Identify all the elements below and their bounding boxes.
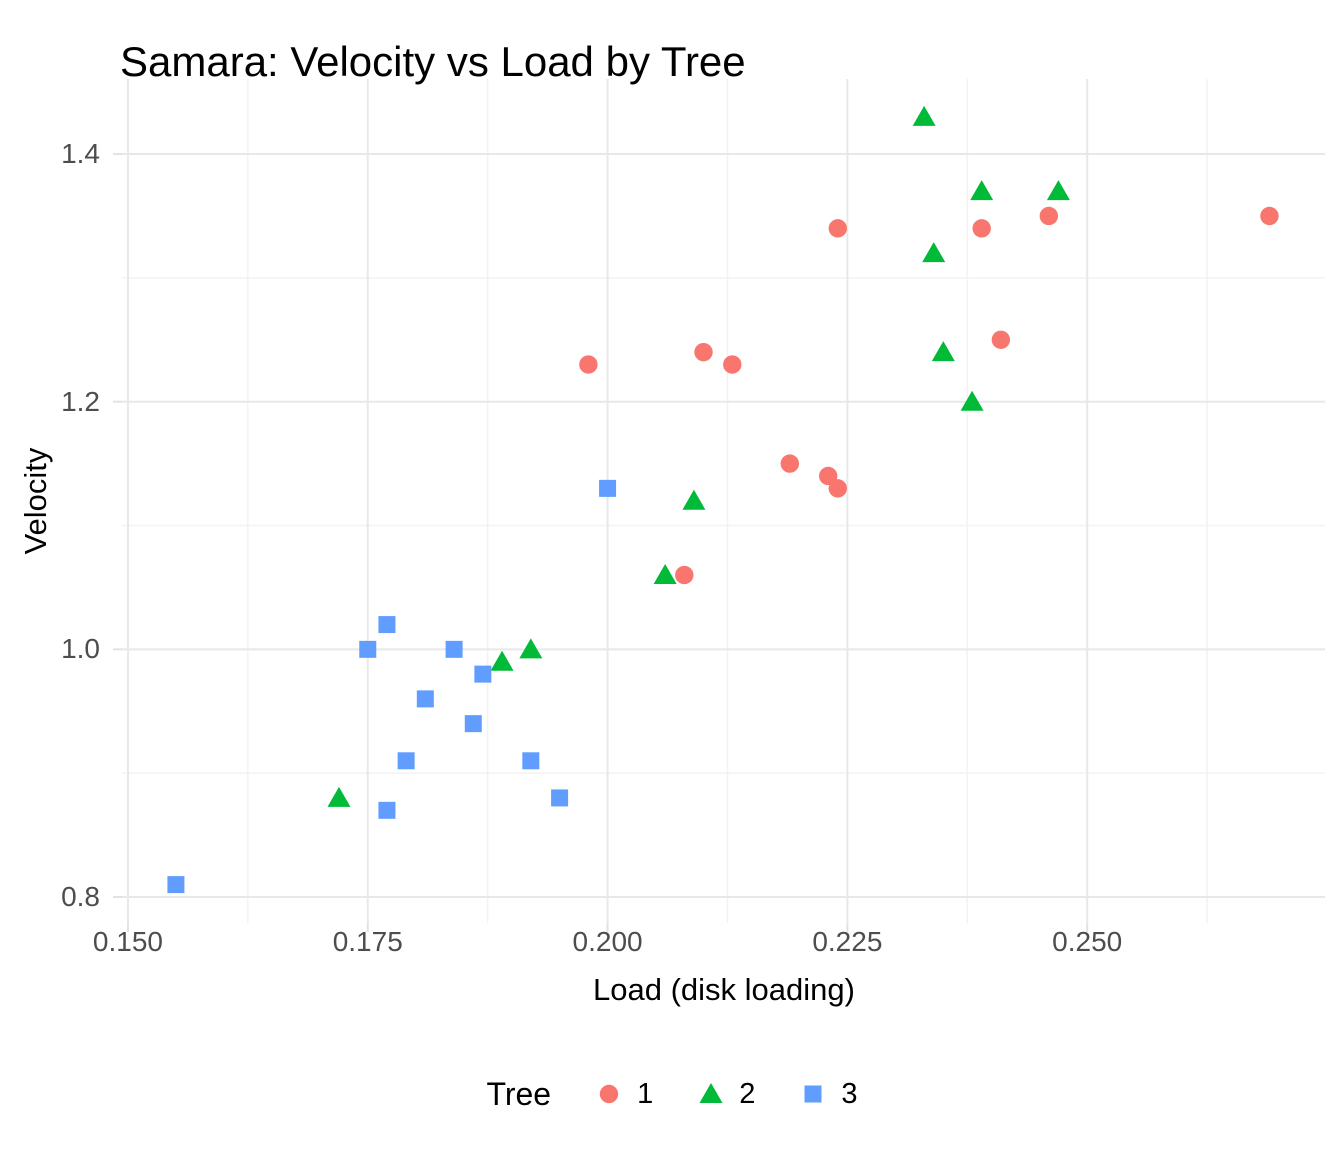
- x-tick-label: 0.225: [812, 926, 883, 957]
- data-point-square: [804, 1085, 822, 1103]
- data-point-square: [522, 752, 540, 770]
- y-tick-label: 1.2: [61, 385, 100, 417]
- data-point-triangle: [960, 390, 984, 411]
- y-tick-label: 1.4: [61, 138, 100, 170]
- data-point-circle: [694, 342, 713, 362]
- data-point-square: [599, 479, 617, 497]
- data-point-circle: [972, 219, 991, 238]
- y-axis-title: Velocity: [18, 447, 53, 555]
- data-point-triangle: [519, 638, 543, 659]
- data-point-circle: [828, 219, 847, 238]
- data-point-square: [551, 789, 569, 807]
- y-tick-label: 0.8: [61, 880, 100, 912]
- legend-item-3: 3: [799, 1077, 858, 1111]
- data-point-triangle: [327, 786, 351, 807]
- y-tick-label: 1.0: [61, 633, 100, 665]
- data-point-circle: [819, 466, 838, 486]
- chart-title: Samara: Velocity vs Load by Tree: [120, 38, 746, 86]
- data-point-triangle: [912, 105, 936, 126]
- data-point-triangle: [490, 650, 514, 671]
- data-point-square: [464, 715, 482, 733]
- data-point-triangle: [682, 489, 706, 510]
- data-point-triangle: [653, 564, 677, 585]
- x-tick-label: 0.200: [572, 926, 643, 957]
- x-tick-label: 0.175: [332, 926, 403, 957]
- data-point-square: [445, 640, 463, 658]
- data-point-square: [167, 876, 185, 894]
- legend-item-1: 1: [595, 1078, 653, 1111]
- data-point-triangle: [1046, 180, 1070, 201]
- data-point-square: [397, 752, 415, 770]
- x-tick-label: 0.250: [1052, 926, 1123, 957]
- legend-item-label: 1: [637, 1077, 654, 1110]
- legend-item-label: 3: [841, 1077, 858, 1110]
- legend-title: Tree: [486, 1075, 552, 1112]
- data-point-square: [359, 640, 377, 658]
- data-point-circle: [579, 355, 598, 374]
- data-point-square: [378, 616, 396, 634]
- data-point-triangle: [970, 180, 994, 201]
- data-point-circle: [1260, 206, 1279, 226]
- data-point-square: [378, 801, 396, 819]
- legend-key-triangle-icon: [699, 1083, 723, 1103]
- data-point-circle: [599, 1084, 619, 1104]
- x-tick-label: 0.150: [92, 926, 163, 957]
- data-point-circle: [675, 565, 694, 585]
- data-point-square: [416, 690, 434, 708]
- data-point-circle: [991, 330, 1011, 349]
- data-point-circle: [828, 479, 847, 498]
- data-point-triangle: [699, 1083, 723, 1103]
- data-point-triangle: [931, 341, 955, 362]
- legend-key-square-icon: [804, 1085, 822, 1103]
- data-point-circle: [1039, 206, 1059, 226]
- legend-item-2: 2: [697, 1078, 755, 1111]
- legend: Tree 1 2 3: [0, 1066, 1344, 1122]
- data-point-square: [474, 665, 492, 683]
- legend-item-label: 2: [739, 1077, 756, 1110]
- data-point-triangle: [922, 242, 946, 263]
- data-point-circle: [723, 355, 742, 374]
- legend-key-circle-icon: [599, 1084, 619, 1104]
- x-axis-title: Load (disk loading): [593, 972, 855, 1007]
- data-point-circle: [780, 454, 800, 473]
